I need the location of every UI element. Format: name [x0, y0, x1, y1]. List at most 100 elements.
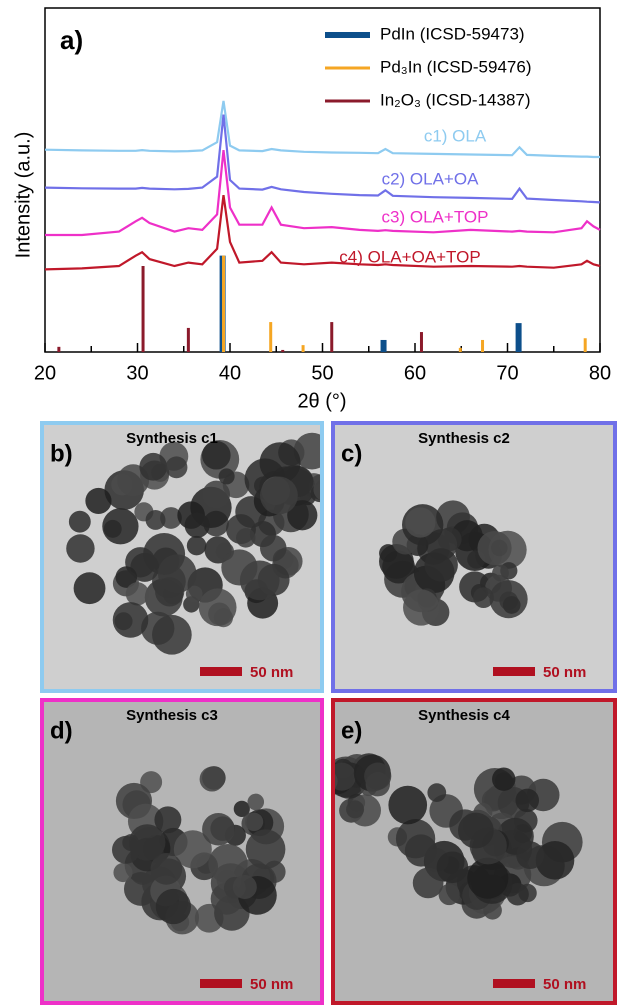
particle: [424, 548, 458, 582]
particle: [313, 478, 322, 501]
panel-label: e): [341, 717, 362, 744]
particle: [184, 512, 210, 538]
scale-bar: [200, 979, 242, 988]
particle: [66, 534, 95, 563]
panel-label: b): [50, 440, 73, 467]
tem-image: [42, 423, 322, 691]
particle: [364, 762, 392, 790]
panel-label: c): [341, 440, 362, 467]
legend-label: PdIn (ICSD-59473): [380, 24, 525, 43]
particle: [473, 587, 494, 608]
scale-bar: [493, 667, 535, 676]
x-tick-label: 80: [589, 362, 611, 384]
particle: [111, 835, 140, 864]
particle: [535, 841, 575, 880]
particle: [388, 785, 428, 825]
particle: [115, 566, 138, 588]
series-label: c4) OLA+OA+TOP: [339, 247, 480, 266]
legend-label: Pd₃In (ICSD-59476): [380, 57, 532, 76]
particle: [502, 596, 521, 614]
particle: [113, 862, 133, 883]
panel-title: Synthesis c1: [126, 430, 218, 447]
xrd-curve: [44, 100, 600, 159]
panel-border: [331, 698, 617, 1005]
x-tick-label: 50: [311, 362, 333, 384]
particle: [218, 468, 235, 485]
xrd-curve: [45, 149, 601, 237]
series-label: c2) OLA+OA: [382, 169, 480, 188]
particle: [379, 544, 398, 563]
y-axis-label: Intensity (a.u.): [12, 132, 34, 259]
particle: [155, 888, 191, 925]
particle: [165, 456, 188, 479]
panel-border: [40, 698, 324, 1005]
tem-image: [333, 700, 615, 1003]
particle: [173, 830, 212, 869]
tem-image: [333, 423, 615, 691]
scale-bar: [200, 667, 242, 676]
particle: [259, 442, 301, 484]
particle: [467, 857, 509, 899]
particle: [233, 800, 250, 817]
panel-border: [40, 421, 324, 693]
scale-bar: [493, 979, 535, 988]
particle: [346, 800, 365, 819]
particle: [412, 867, 444, 899]
particle: [427, 783, 447, 802]
particle: [125, 582, 150, 606]
particle: [145, 510, 166, 530]
particle: [515, 788, 540, 813]
particle: [112, 602, 149, 638]
particle: [221, 549, 258, 586]
particle: [186, 535, 207, 556]
particle: [506, 883, 529, 906]
particle: [154, 806, 182, 834]
particle: [73, 572, 106, 605]
panel-label: d): [50, 717, 73, 744]
particle: [236, 528, 256, 548]
particle: [395, 819, 436, 859]
particle: [150, 853, 183, 885]
x-tick-label: 60: [404, 362, 426, 384]
particle: [403, 589, 440, 626]
particle: [483, 900, 502, 920]
particle: [202, 812, 235, 846]
particle: [139, 452, 168, 481]
particle: [232, 874, 257, 900]
x-tick-label: 20: [34, 362, 56, 384]
particle: [245, 829, 286, 870]
panel-title: Synthesis c4: [418, 707, 510, 724]
particle: [185, 585, 203, 603]
particle: [152, 614, 192, 655]
series-label: c3) OLA+TOP: [382, 207, 489, 226]
particle: [201, 440, 231, 470]
tem-image: [42, 700, 322, 1003]
scale-bar-label: 50 nm: [543, 664, 586, 681]
particle: [259, 476, 298, 515]
particle: [492, 767, 516, 791]
x-tick-label: 40: [219, 362, 241, 384]
particle: [259, 534, 287, 562]
particle: [208, 843, 248, 884]
particle: [477, 530, 512, 566]
particle: [405, 507, 436, 538]
particle: [287, 500, 318, 531]
particle: [438, 883, 460, 906]
particle: [457, 812, 494, 849]
particle: [244, 812, 264, 832]
x-tick-label: 70: [496, 362, 518, 384]
panel-title: Synthesis c2: [418, 430, 510, 447]
legend-label: In₂O₃ (ICSD-14387): [380, 90, 531, 109]
scale-bar-label: 50 nm: [250, 976, 293, 993]
xrd-curve: [44, 194, 601, 271]
particle: [155, 577, 185, 607]
particle: [516, 841, 545, 870]
x-tick-label: 30: [126, 362, 148, 384]
panel-label: a): [60, 25, 83, 55]
xrd-curve: [44, 114, 601, 204]
particle: [202, 480, 231, 509]
particle: [85, 487, 112, 514]
particle: [68, 510, 91, 533]
